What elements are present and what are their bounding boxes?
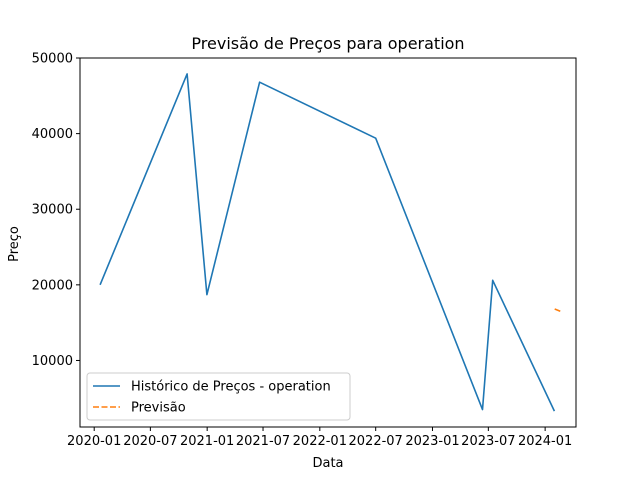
y-tick-label-1: 20000 — [32, 278, 73, 293]
x-tick-label-7: 2023-07 — [461, 434, 515, 449]
y-tick-label-2: 30000 — [32, 203, 73, 218]
y-axis-label: Preço — [7, 226, 22, 262]
axes: 2020-01 2020-07 2021-01 2021-07 2022-01 2022-… — [32, 52, 577, 449]
x-tick-label-4: 2022-01 — [293, 434, 347, 449]
y-tick-label-3: 40000 — [32, 127, 73, 142]
x-tick-label-6: 2023-01 — [405, 434, 459, 449]
y-tick-label-0: 10000 — [32, 354, 73, 369]
legend-label-1: Previsão — [131, 401, 186, 416]
x-tick-label-8: 2024-01 — [518, 434, 572, 449]
x-tick-label-0: 2020-01 — [67, 434, 121, 449]
chart-title: Previsão de Preços para operation — [191, 34, 464, 53]
x-tick-label-2: 2021-01 — [180, 434, 234, 449]
x-tick-label-1: 2020-07 — [123, 434, 177, 449]
legend-label-0: Histórico de Preços - operation — [131, 380, 331, 395]
axes-frame — [79, 57, 577, 428]
y-tick-label-4: 50000 — [32, 52, 73, 67]
x-tick-label-5: 2022-07 — [349, 434, 403, 449]
plot-area — [99, 73, 563, 412]
x-tick-label-3: 2021-07 — [236, 434, 290, 449]
legend: Histórico de Preços - operation Previsão — [86, 372, 351, 421]
series-line-0 — [99, 73, 556, 412]
series-line-1 — [554, 308, 563, 313]
x-axis-label: Data — [312, 456, 343, 471]
legend-box — [86, 372, 351, 421]
